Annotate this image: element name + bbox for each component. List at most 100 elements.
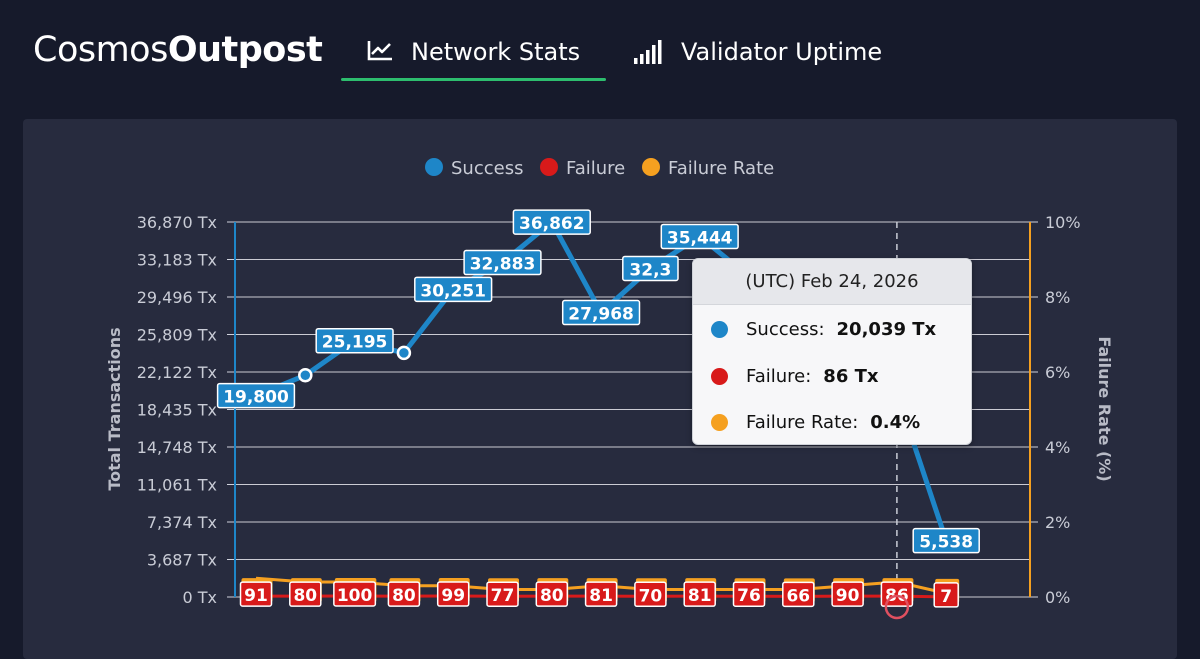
failure-dot-icon bbox=[711, 368, 728, 385]
y-tick-label: 18,435 Tx bbox=[137, 401, 217, 420]
success-data-label: 19,800 bbox=[223, 388, 289, 408]
failure-data-label: 100 bbox=[337, 586, 373, 606]
failure-data-label: 80 bbox=[540, 586, 564, 606]
y2-tick-label: 6% bbox=[1045, 363, 1070, 382]
y-tick-label: 3,687 Tx bbox=[147, 551, 217, 570]
success-data-label: 30,251 bbox=[420, 281, 486, 301]
y-tick-label: 0 Tx bbox=[182, 588, 217, 607]
bar-signal-icon bbox=[634, 40, 662, 64]
failure-point-highlight bbox=[884, 594, 910, 620]
failure-label-box bbox=[584, 581, 618, 607]
success-data-label: 36,862 bbox=[519, 214, 585, 234]
legend-label: Success bbox=[451, 158, 523, 179]
failure-data-label: 77 bbox=[491, 586, 515, 606]
tooltip-failure-value: 86 Tx bbox=[823, 366, 879, 387]
tooltip-success-row: Success: 20,039 Tx bbox=[711, 319, 936, 340]
failure-label-box bbox=[387, 581, 421, 607]
success-point bbox=[298, 368, 313, 383]
tooltip-failure-label: Failure: bbox=[746, 366, 812, 387]
chart-panel bbox=[23, 119, 1177, 659]
failure-data-label: 91 bbox=[244, 586, 268, 606]
line-chart-icon bbox=[367, 41, 392, 61]
failure-data-label: 80 bbox=[293, 586, 317, 606]
legend-marker bbox=[425, 158, 443, 176]
failure-label-box bbox=[683, 581, 716, 607]
failure-label-box bbox=[239, 581, 273, 607]
y-tick-label: 33,183 Tx bbox=[137, 251, 217, 270]
failure-label-box bbox=[535, 581, 569, 607]
y-tick-label: 29,496 Tx bbox=[137, 288, 217, 307]
success-label-box bbox=[216, 382, 296, 409]
success-label-box bbox=[622, 255, 679, 282]
top-navigation-bar: CosmosOutpost Network Stats Validator Up… bbox=[0, 0, 1200, 105]
tooltip-rate-label: Failure Rate: bbox=[746, 412, 859, 433]
y2-tick-label: 8% bbox=[1045, 288, 1070, 307]
tooltip-success-value: 20,039 Tx bbox=[836, 319, 937, 340]
brand-suffix: Outpost bbox=[167, 30, 323, 70]
success-data-label: 5,538 bbox=[919, 533, 973, 553]
failure-label-box bbox=[436, 581, 470, 607]
success-label-box bbox=[512, 209, 591, 235]
tooltip-rate-value: 0.4% bbox=[870, 412, 921, 433]
failure-label-box bbox=[732, 581, 766, 607]
y2-tick-label: 10% bbox=[1045, 213, 1081, 232]
chart-tooltip: (UTC) Feb 24, 2026 Success: 20,039 Tx Fa… bbox=[692, 258, 972, 445]
tooltip-title: (UTC) Feb 24, 2026 bbox=[693, 259, 971, 305]
y-axis-title: Total Transactions bbox=[105, 327, 124, 490]
failure-label-box bbox=[333, 581, 377, 607]
transactions-chart: 36,870 Tx 33,183 Tx 29,496 Tx 25,809 Tx 22,1… bbox=[105, 158, 1114, 620]
failure-label-box bbox=[782, 581, 815, 608]
success-data-label: 25,195 bbox=[322, 333, 388, 353]
success-data-label: 35,444 bbox=[667, 229, 733, 249]
tab-validator-uptime[interactable]: Validator Uptime bbox=[633, 38, 882, 82]
success-label-box bbox=[660, 223, 739, 250]
tooltip-success-label: Success: bbox=[746, 319, 825, 340]
success-point bbox=[396, 345, 412, 361]
failure-data-label: 70 bbox=[639, 586, 663, 606]
failure-label-box bbox=[634, 581, 667, 608]
failure-data-label: 66 bbox=[786, 586, 810, 606]
y-tick-label: 7,374 Tx bbox=[147, 513, 217, 532]
success-data-label: 32,3 bbox=[629, 260, 671, 280]
failure-data-label: 90 bbox=[836, 586, 860, 606]
failure-data-label: 7 bbox=[940, 587, 952, 607]
legend-label: Failure bbox=[566, 158, 625, 179]
y2-tick-label: 2% bbox=[1045, 513, 1070, 532]
legend-marker bbox=[540, 158, 558, 176]
tab-label: Network Stats bbox=[411, 38, 581, 66]
tooltip-failure-row: Failure: 86 Tx bbox=[711, 366, 879, 387]
success-label-box bbox=[561, 299, 641, 326]
success-dot-icon bbox=[711, 321, 728, 338]
y2-tick-label: 0% bbox=[1045, 588, 1070, 607]
y-tick-label: 25,809 Tx bbox=[137, 326, 217, 345]
tab-label: Validator Uptime bbox=[681, 38, 883, 66]
legend-marker bbox=[642, 158, 660, 176]
legend-label: Failure Rate bbox=[668, 158, 774, 179]
tab-network-stats[interactable]: Network Stats bbox=[340, 38, 607, 82]
y-tick-label: 11,061 Tx bbox=[137, 476, 217, 495]
failure-data-label: 81 bbox=[589, 586, 613, 606]
failure-label-box bbox=[289, 581, 322, 607]
success-label-box bbox=[414, 276, 493, 303]
success-data-label: 32,883 bbox=[470, 255, 536, 275]
failure-data-label: 80 bbox=[392, 586, 416, 606]
failure-label-box bbox=[933, 582, 959, 608]
y2-tick-label: 4% bbox=[1045, 438, 1070, 457]
tooltip-rate-row: Failure Rate: 0.4% bbox=[711, 412, 920, 433]
success-label-box bbox=[463, 249, 542, 276]
rate-dot-icon bbox=[711, 414, 728, 431]
failure-data-label: 76 bbox=[737, 586, 761, 606]
y2-axis-title: Failure Rate (%) bbox=[1095, 336, 1114, 481]
failure-label-box bbox=[831, 581, 864, 607]
brand-logo[interactable]: CosmosOutpost bbox=[33, 30, 323, 70]
y-tick-label: 22,122 Tx bbox=[137, 363, 217, 382]
failure-label-box bbox=[486, 581, 519, 607]
success-data-label: 27,968 bbox=[568, 305, 634, 325]
y-tick-label: 14,748 Tx bbox=[137, 438, 217, 457]
success-label-box bbox=[315, 327, 394, 354]
success-label-box bbox=[912, 527, 980, 554]
failure-data-label: 81 bbox=[688, 586, 712, 606]
brand-prefix: Cosmos bbox=[33, 30, 168, 70]
failure-data-label: 99 bbox=[441, 586, 465, 606]
y-tick-label: 36,870 Tx bbox=[137, 213, 217, 232]
